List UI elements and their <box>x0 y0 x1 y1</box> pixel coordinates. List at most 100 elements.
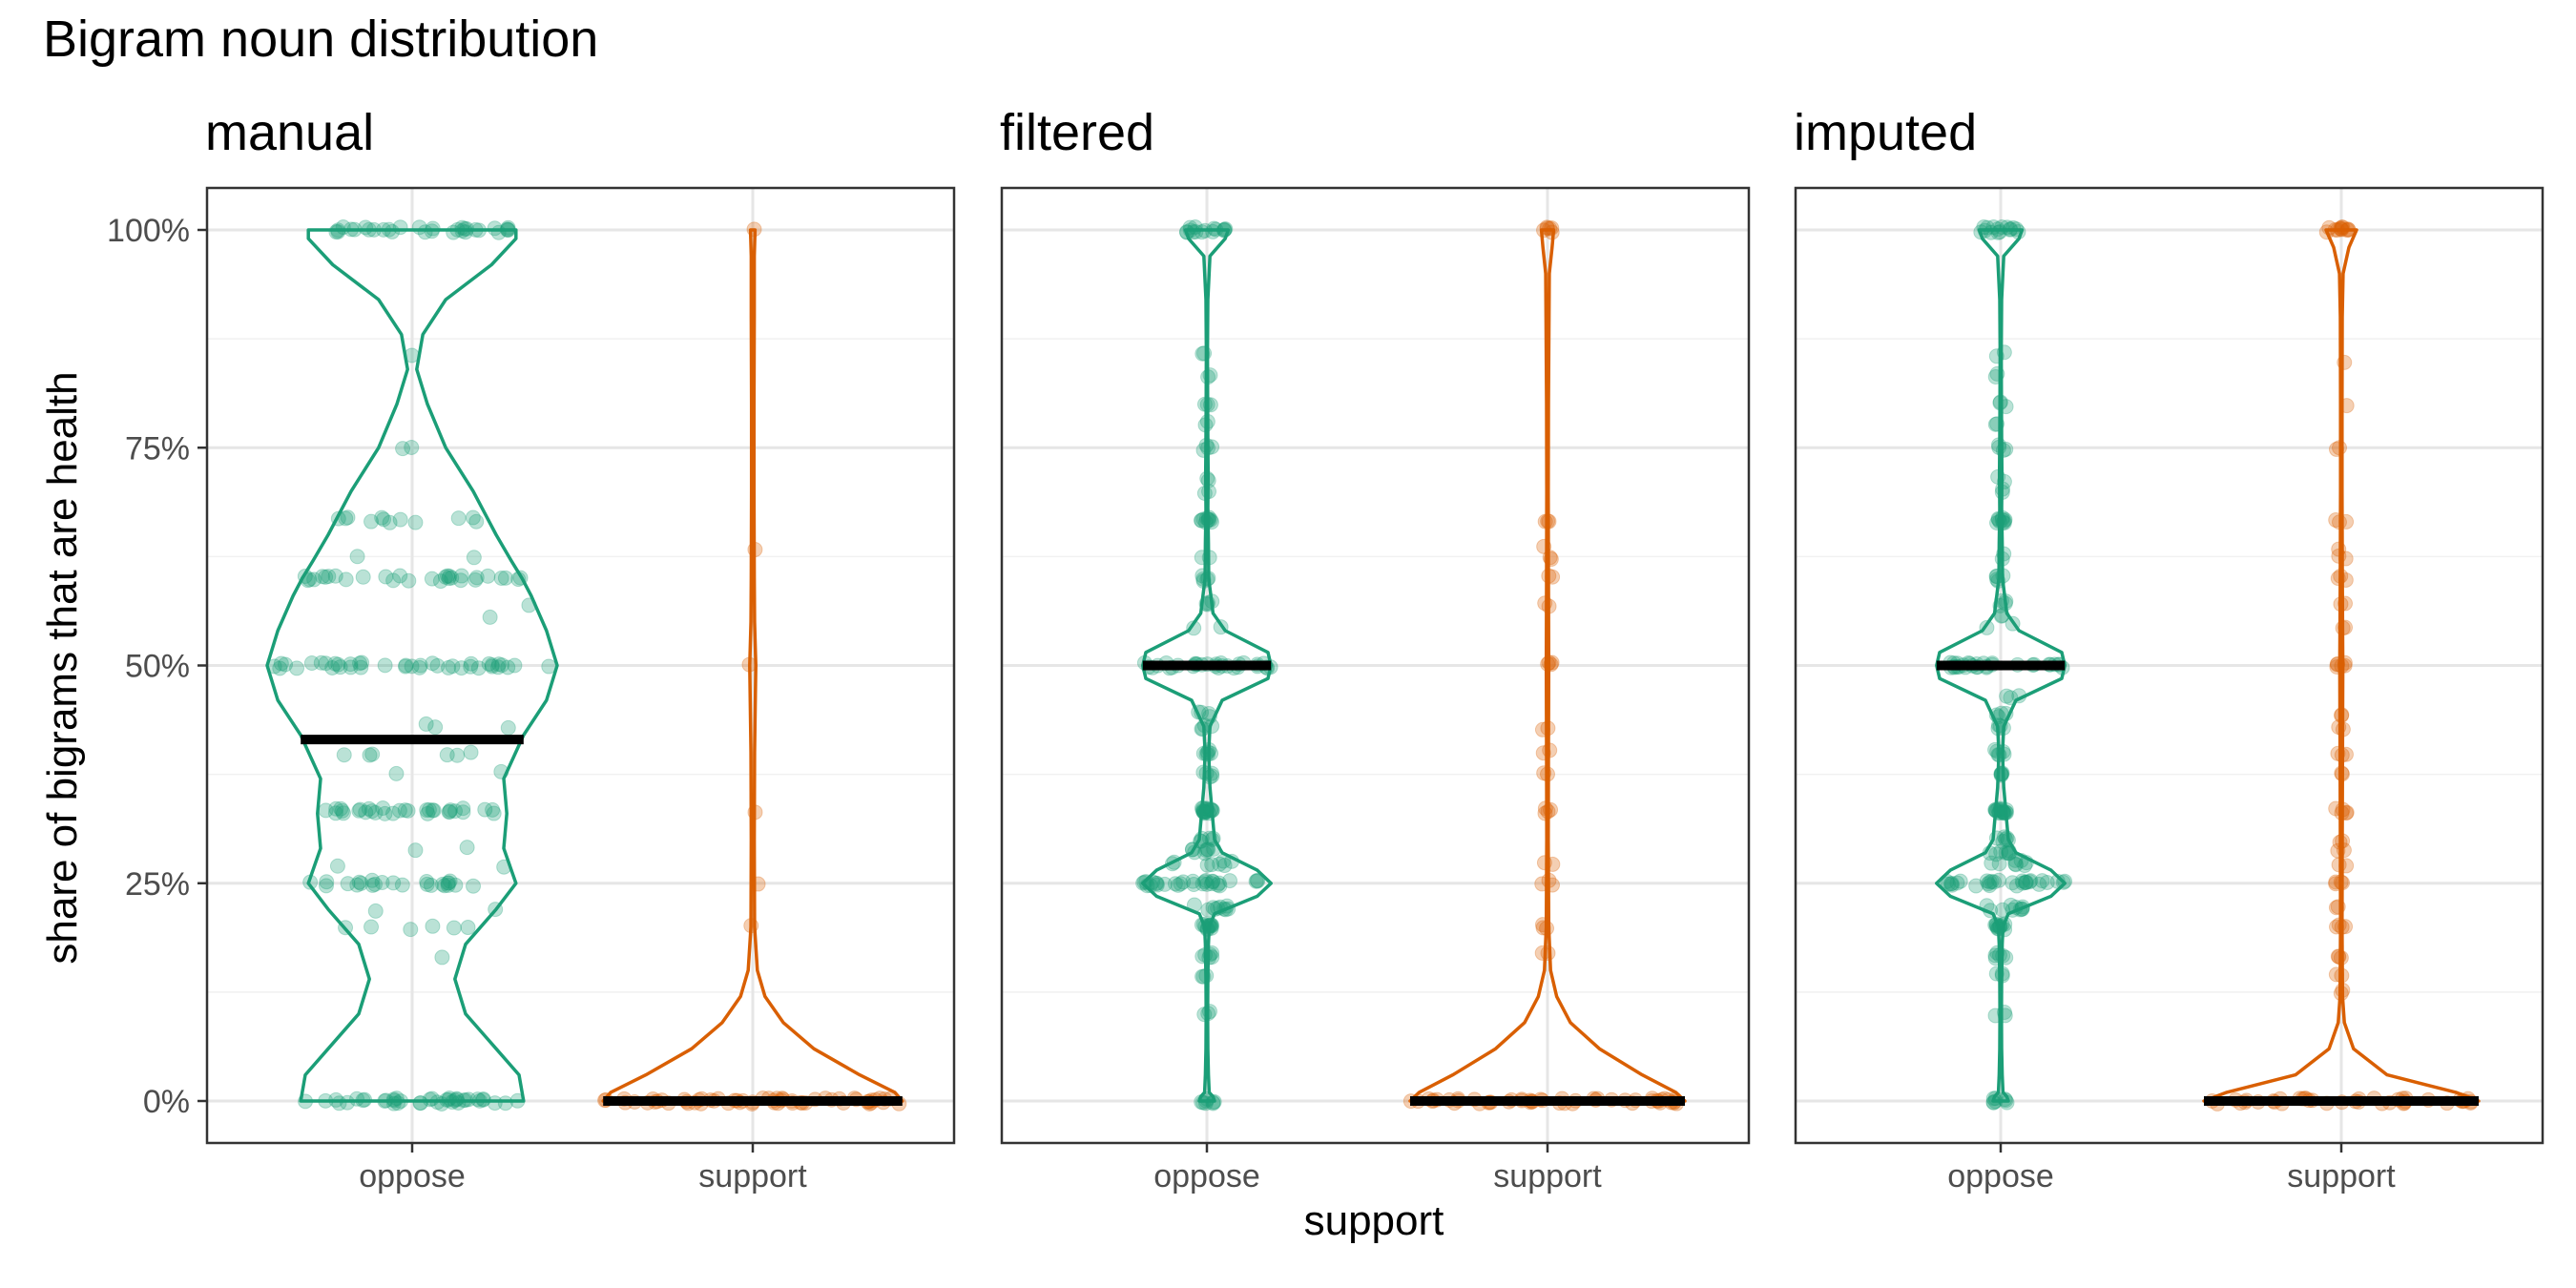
violin-support <box>2202 228 2481 1103</box>
data-point <box>442 873 458 889</box>
data-point <box>1185 873 1201 889</box>
data-point <box>332 659 348 675</box>
data-point <box>349 877 365 893</box>
y-tick-label: 0% <box>143 1084 190 1120</box>
data-point <box>459 840 475 856</box>
data-point <box>442 569 458 585</box>
data-point <box>324 659 341 675</box>
data-point <box>364 872 381 888</box>
data-point <box>450 510 467 527</box>
data-point <box>2017 874 2033 890</box>
y-tick-label: 75% <box>125 430 190 467</box>
data-point <box>477 801 493 818</box>
data-point <box>1993 843 2009 860</box>
panel-border <box>1794 186 2545 1145</box>
data-point <box>392 511 408 528</box>
data-point <box>392 219 408 236</box>
data-point <box>494 657 510 674</box>
data-point <box>2005 875 2021 891</box>
data-point <box>1200 841 1216 858</box>
data-point <box>1968 878 1984 894</box>
data-point <box>397 658 413 675</box>
data-point <box>432 573 448 590</box>
data-point <box>1998 844 2014 861</box>
data-point <box>1981 876 1997 892</box>
data-point <box>439 747 455 763</box>
data-point <box>1149 875 1165 891</box>
violin-oppose <box>1935 228 2067 1103</box>
data-point <box>404 658 420 675</box>
data-point <box>367 804 384 821</box>
data-point <box>1986 874 2003 890</box>
data-point <box>330 656 346 673</box>
data-point <box>497 570 513 586</box>
data-point <box>455 804 471 821</box>
data-point <box>353 659 369 675</box>
data-point <box>486 805 502 821</box>
data-point <box>1988 846 2005 862</box>
data-point <box>400 802 416 819</box>
data-point <box>466 550 482 566</box>
data-point <box>329 858 345 874</box>
data-point <box>1170 877 1186 893</box>
x-tick-label: support <box>1493 1158 1602 1195</box>
data-point <box>376 511 392 528</box>
data-point <box>1249 872 1265 888</box>
data-point <box>463 744 479 760</box>
data-point <box>425 802 441 819</box>
y-tick-label: 50% <box>125 649 190 685</box>
data-point <box>351 802 367 819</box>
data-point <box>343 659 359 675</box>
facet-title-imputed: imputed <box>1794 104 1978 161</box>
data-point <box>455 800 471 817</box>
data-point <box>484 658 500 675</box>
data-point <box>394 877 410 893</box>
data-point <box>1197 872 1214 888</box>
data-point <box>2022 874 2038 890</box>
data-point <box>441 571 457 587</box>
data-point <box>391 802 407 819</box>
data-point <box>1148 875 1164 891</box>
data-point <box>1982 878 1998 894</box>
data-point <box>361 800 377 817</box>
data-point <box>460 920 476 936</box>
data-point <box>490 656 507 673</box>
data-point <box>1941 876 1957 892</box>
data-point <box>404 439 420 455</box>
data-point <box>354 654 370 671</box>
data-point <box>1982 874 1998 890</box>
data-point <box>330 223 346 239</box>
data-point <box>424 571 440 587</box>
data-point <box>327 805 343 821</box>
data-point <box>352 655 368 672</box>
data-point <box>313 654 329 671</box>
data-point <box>463 655 479 672</box>
data-point <box>1534 945 1550 961</box>
data-point <box>2031 876 2047 892</box>
data-point <box>463 658 479 675</box>
violin-support <box>601 228 904 1103</box>
data-point <box>407 514 424 530</box>
data-point <box>466 878 482 894</box>
data-point <box>453 660 469 676</box>
data-point <box>375 800 391 817</box>
data-point <box>367 903 384 919</box>
points-oppose <box>266 219 557 1111</box>
data-point <box>403 922 419 938</box>
data-point <box>1991 856 2007 872</box>
data-point <box>1952 873 1968 889</box>
data-point <box>273 655 289 672</box>
data-point <box>467 571 484 588</box>
data-point <box>272 660 288 676</box>
data-point <box>355 569 371 585</box>
x-tick-label: support <box>2287 1158 2396 1195</box>
data-point <box>2018 875 2034 891</box>
data-point <box>335 805 351 821</box>
data-point <box>1984 873 2000 889</box>
data-point <box>480 568 496 584</box>
data-point <box>1186 877 1202 893</box>
data-point <box>333 800 349 817</box>
data-point <box>500 719 516 736</box>
data-point <box>411 659 427 675</box>
